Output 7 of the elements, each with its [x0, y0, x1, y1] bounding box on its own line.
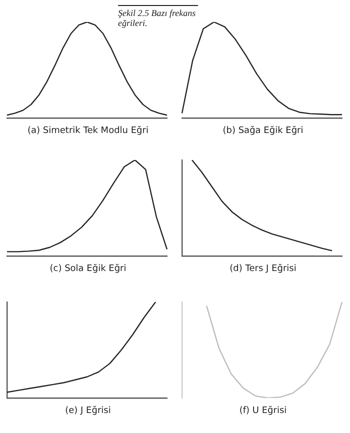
x-axis-title: (b) Sağa Eğik Eğri — [222, 126, 304, 136]
annotation: Şekil 2.5 Bazı frekans eğrileri. — [118, 5, 198, 28]
x-axis-title: (a) Simetrik Tek Modlu Eğri — [26, 126, 150, 136]
x-axis-title: (f) U Eğrisi — [238, 406, 288, 416]
x-axis-title: (d) Ters J Eğrisi — [228, 264, 298, 274]
x-axis-title: (e) J Eğrisi — [64, 406, 112, 416]
x-axis-title: (c) Sola Eğik Eğri — [48, 264, 128, 274]
